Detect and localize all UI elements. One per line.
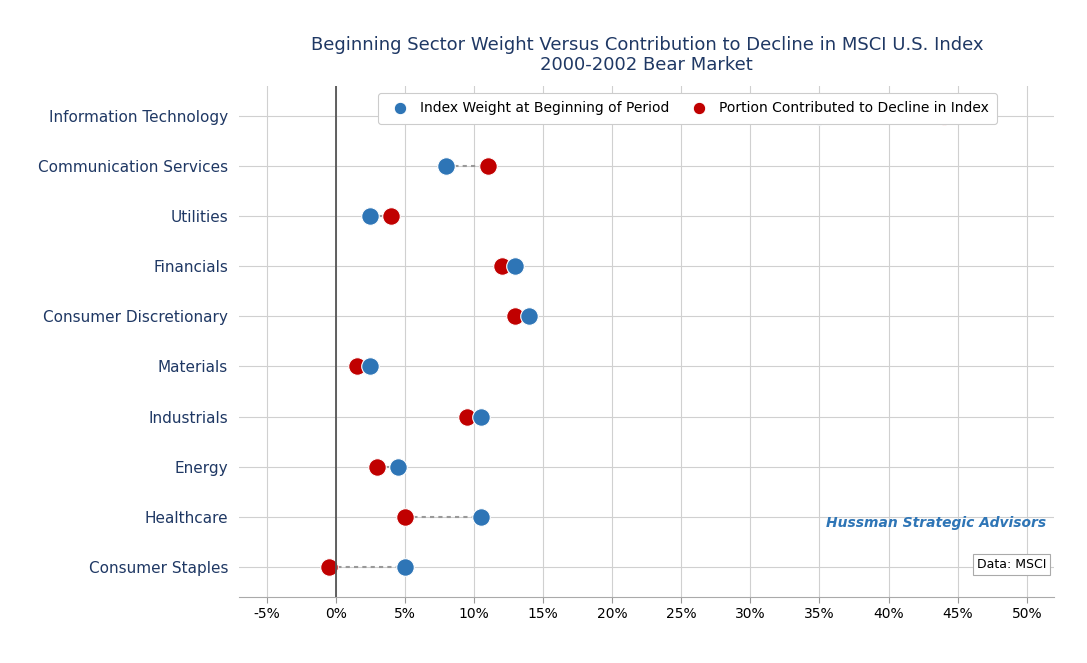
Point [811, 111, 828, 121]
Point [397, 511, 414, 522]
Text: Hussman Strategic Advisors: Hussman Strategic Advisors [826, 516, 1046, 530]
Point [521, 311, 538, 322]
Text: Beginning Sector Weight Versus Contribution to Decline in MSCI U.S. Index: Beginning Sector Weight Versus Contribut… [311, 36, 983, 54]
Point [507, 311, 524, 322]
Point [383, 211, 400, 221]
Point [472, 511, 489, 522]
Point [493, 261, 511, 272]
Text: 2000-2002 Bear Market: 2000-2002 Bear Market [540, 56, 753, 74]
Point [362, 361, 379, 372]
Point [397, 562, 414, 572]
Point [368, 461, 386, 472]
Point [348, 361, 365, 372]
Point [321, 562, 338, 572]
Point [459, 411, 476, 422]
Legend: Index Weight at Beginning of Period, Portion Contributed to Decline in Index: Index Weight at Beginning of Period, Por… [378, 93, 997, 124]
Text: Data: MSCI: Data: MSCI [977, 558, 1046, 572]
Point [389, 461, 407, 472]
Point [472, 411, 489, 422]
Point [362, 211, 379, 221]
Point [479, 161, 497, 172]
Point [507, 261, 524, 272]
Point [438, 161, 455, 172]
Point [935, 111, 952, 121]
